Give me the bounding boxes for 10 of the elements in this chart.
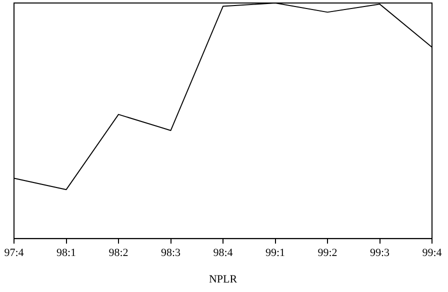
x-tick-label: 99:2 bbox=[318, 247, 338, 260]
x-tick-label: 98:3 bbox=[160, 247, 182, 260]
x-tick-label: 99:1 bbox=[265, 247, 286, 260]
x-tick-label: 97:4 bbox=[4, 247, 24, 260]
x-tick-label: 99:3 bbox=[370, 247, 390, 260]
x-tick-label: 98:4 bbox=[213, 247, 234, 260]
x-tick-label: 99:4 bbox=[422, 247, 442, 260]
x-tick-label: 98:1 bbox=[56, 247, 76, 260]
x-tick-label: 98:2 bbox=[108, 247, 128, 260]
x-axis-title: NPLR bbox=[208, 273, 238, 286]
